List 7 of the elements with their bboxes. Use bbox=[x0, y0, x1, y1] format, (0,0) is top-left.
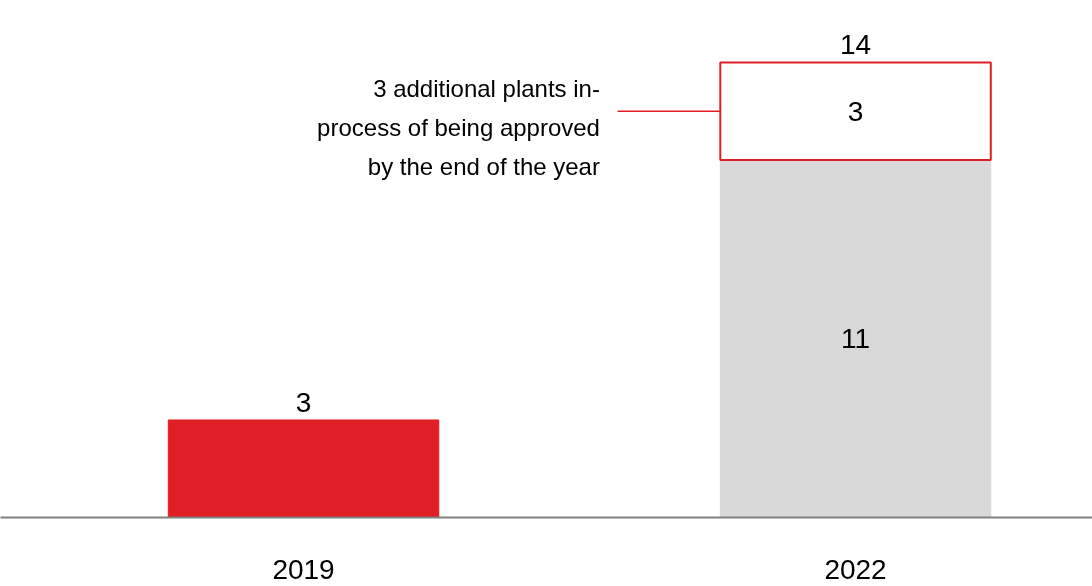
data-label: 11 bbox=[841, 323, 871, 355]
total-label: 14 bbox=[839, 29, 872, 61]
x-tick-label: 2019 bbox=[272, 553, 335, 585]
x-tick-label: 2022 bbox=[824, 553, 887, 585]
annotation: 3 additional plants in- process of being approved by the end of the year bbox=[317, 74, 600, 181]
data-label: 3 bbox=[847, 95, 864, 127]
total-label: 3 bbox=[295, 386, 312, 418]
